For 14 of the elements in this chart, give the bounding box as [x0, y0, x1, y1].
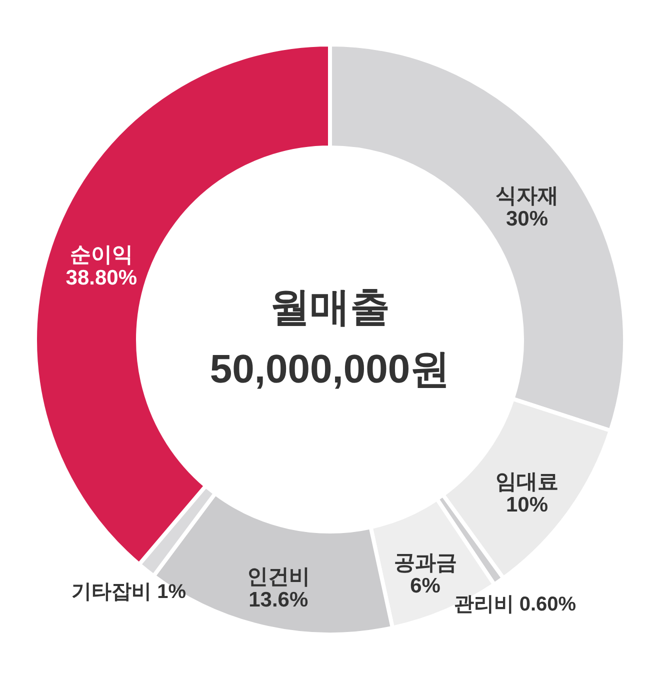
slice-label: 관리비 0.60% — [454, 593, 576, 616]
slice-label: 공과금 — [394, 552, 457, 575]
text: 월매출 — [270, 286, 390, 330]
text: 50,000,000원 — [210, 348, 450, 392]
slice-label: 기타잡비 1% — [72, 581, 186, 604]
data-label: 38.80% — [66, 266, 138, 290]
data-label: 6% — [410, 574, 441, 598]
data-label: 30% — [506, 207, 548, 230]
data-label: 13.6% — [248, 588, 308, 612]
data-label: 10% — [506, 494, 548, 517]
slice-label: 순이익 — [70, 244, 133, 267]
slice-label: 식자재 — [495, 184, 558, 208]
slice-label: 임대료 — [495, 470, 558, 494]
slice-label: 인건비 — [246, 565, 310, 588]
